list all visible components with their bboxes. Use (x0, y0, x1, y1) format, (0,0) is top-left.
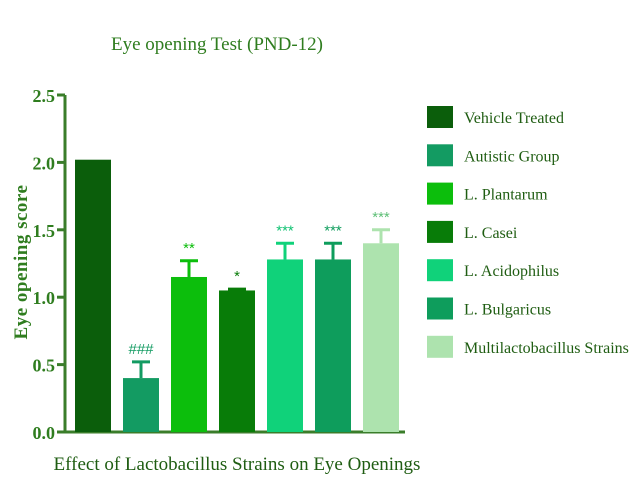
legend-label: L. Acidophilus (464, 263, 559, 280)
legend-label: Vehicle Treated (464, 110, 564, 127)
y-tick-label: 1.0 (33, 288, 56, 308)
significance-label: *** (324, 222, 342, 239)
legend-swatch (427, 297, 453, 320)
legend-label: L. Casei (464, 225, 518, 242)
y-tick-label: 1.5 (33, 221, 56, 241)
chart-title: Eye opening Test (PND-12) (111, 34, 323, 55)
bar (123, 378, 159, 432)
bar (363, 243, 399, 432)
legend-label: L. Bulgaricus (464, 302, 551, 319)
bar (75, 159, 111, 433)
significance-label: ### (128, 341, 154, 358)
bar (315, 259, 351, 432)
legend: Vehicle Treated Autistic Group L. Plantaru… (427, 106, 629, 358)
legend-swatch (427, 106, 453, 128)
bars: ###****** ****** (75, 159, 399, 433)
y-tick-label: 0.0 (33, 423, 56, 443)
bar (267, 259, 303, 432)
legend-label: Autistic Group (464, 148, 560, 165)
y-ticks: 0.0 0.5 1.0 1.5 2.0 2.5 (33, 86, 65, 443)
bar (171, 276, 207, 432)
legend-swatch (427, 259, 453, 282)
x-axis-title: Effect of Lactobacillus Strains on Eye O… (54, 454, 421, 475)
legend-label: Multilactobacillus Strains (464, 340, 629, 357)
significance-label: ** (183, 240, 195, 257)
y-tick-label: 2.5 (33, 86, 56, 106)
significance-label: *** (372, 209, 390, 226)
legend-swatch (427, 335, 453, 358)
y-tick-label: 2.0 (33, 153, 56, 173)
y-axis-title: Eye opening score (11, 185, 32, 340)
legend-swatch (427, 144, 453, 167)
legend-label: L. Plantarum (464, 187, 548, 204)
y-tick-label: 0.5 (33, 356, 56, 376)
bar (219, 290, 255, 432)
significance-label: * (234, 268, 240, 285)
legend-swatch (427, 220, 453, 243)
legend-swatch (427, 182, 453, 205)
significance-label: *** (276, 222, 294, 239)
